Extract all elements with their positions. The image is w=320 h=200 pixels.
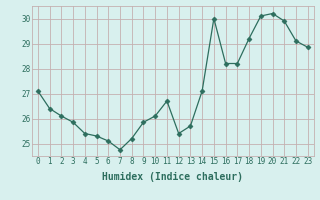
X-axis label: Humidex (Indice chaleur): Humidex (Indice chaleur): [102, 172, 243, 182]
